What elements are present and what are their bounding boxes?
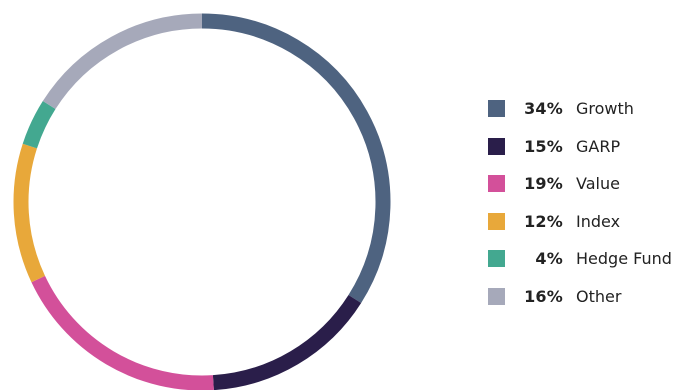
legend: 34% Growth 15% GARP 19% Value 12% Index 4% Hedge … — [488, 90, 672, 315]
legend-percent: 4% — [535, 249, 563, 269]
legend-label: Other — [576, 286, 622, 306]
legend-label: Value — [576, 174, 620, 194]
legend-swatch — [488, 287, 505, 305]
legend-swatch — [488, 100, 505, 118]
legend-swatch — [488, 175, 505, 193]
legend-item-hedge-fund: 4% Hedge Fund — [488, 240, 672, 278]
donut-slice-other — [42, 13, 203, 110]
legend-swatch — [488, 137, 505, 155]
donut-slice-hedge-fund — [22, 100, 56, 149]
donut-slice-index — [13, 143, 46, 283]
legend-item-garp: 15% GARP — [488, 128, 672, 166]
legend-label: GARP — [576, 136, 621, 156]
legend-item-other: 16% Other — [488, 278, 672, 316]
donut-slice-value — [31, 275, 214, 390]
donut-chart — [13, 13, 391, 390]
donut-slice-growth — [201, 13, 391, 303]
legend-percent: 12% — [524, 211, 563, 231]
legend-percent: 19% — [524, 174, 563, 194]
legend-item-index: 12% Index — [488, 203, 672, 241]
legend-item-growth: 34% Growth — [488, 90, 672, 128]
legend-label: Index — [576, 211, 621, 231]
legend-label: Growth — [576, 99, 634, 119]
legend-swatch — [488, 212, 505, 230]
legend-percent: 16% — [524, 286, 563, 306]
legend-item-value: 19% Value — [488, 165, 672, 203]
legend-percent: 15% — [524, 136, 563, 156]
legend-swatch — [488, 250, 505, 268]
donut-slice-garp — [212, 294, 362, 390]
legend-label: Hedge Fund — [576, 249, 672, 269]
legend-percent: 34% — [524, 99, 563, 119]
